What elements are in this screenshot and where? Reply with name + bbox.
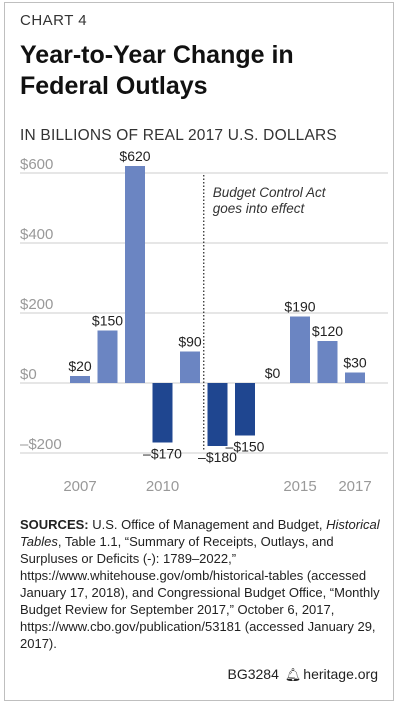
data-label: $0 [265,365,281,381]
data-label: –$170 [143,446,182,462]
x-tick-label: 2017 [338,478,371,495]
bar [235,383,255,436]
bar-chart: $600 $400 $200 $0 –$200 $20 $150 $620 –$170 $90 –… [20,150,388,495]
data-label: $620 [119,150,150,164]
site-link[interactable]: heritage.org [303,666,378,682]
y-tick-label: $200 [20,296,53,313]
sources-label: SOURCES: [20,517,89,532]
bar [180,351,200,383]
y-tick-label: –$200 [20,436,62,453]
bar [70,376,90,383]
bar [345,372,365,383]
data-label: $30 [343,355,367,371]
chart-subtitle: IN BILLIONS OF REAL 2017 U.S. DOLLARS [20,127,337,144]
sources-text-1: U.S. Office of Management and Budget, [88,517,327,532]
sources-italic-title: Historical Tables [20,517,380,549]
value-label-layer: $20 $150 $620 –$170 $90 –$180–$150 $0 $190 $120$… [68,150,367,465]
annotation-line1: Budget Control Act [213,185,327,200]
bell-icon: 🔔︎ [284,667,302,682]
x-tick-label: 2010 [146,478,179,495]
bar-layer [70,166,365,446]
y-tick-label: $600 [20,156,53,173]
data-label: $120 [312,323,343,339]
x-tick-label: 2015 [283,478,316,495]
bar [152,383,173,443]
data-label: $20 [68,358,92,374]
bar [290,316,310,383]
y-tick-label: $0 [20,366,37,383]
page-frame [4,2,394,701]
chart-title-line1: Year-to-Year Change in [20,41,294,69]
x-tick-layer: 2007 2010 2015 2017 [63,478,371,495]
data-label: $190 [284,299,315,315]
x-tick-label: 2007 [63,478,96,495]
data-label: $150 [92,313,123,329]
sources-note: SOURCES: U.S. Office of Management and B… [20,516,382,652]
bar [125,166,145,383]
y-tick-label: $400 [20,226,53,243]
bar [317,341,338,383]
chart-title: Year-to-Year Change in Federal Outlays [20,40,380,102]
data-label: –$150 [226,439,265,455]
chart-title-line2: Federal Outlays [20,72,208,100]
bar [97,330,118,383]
data-label: $90 [178,334,202,350]
data-label: –$180 [198,449,237,465]
footer: BG3284 🔔︎ heritage.org [228,666,379,683]
report-code: BG3284 [227,666,279,682]
annotation-line2: goes into effect [213,201,306,216]
sources-text-2: , Table 1.1, “Summary of Receipts, Outla… [20,534,380,651]
chart-kicker: CHART 4 [20,12,88,29]
bar [207,383,228,446]
